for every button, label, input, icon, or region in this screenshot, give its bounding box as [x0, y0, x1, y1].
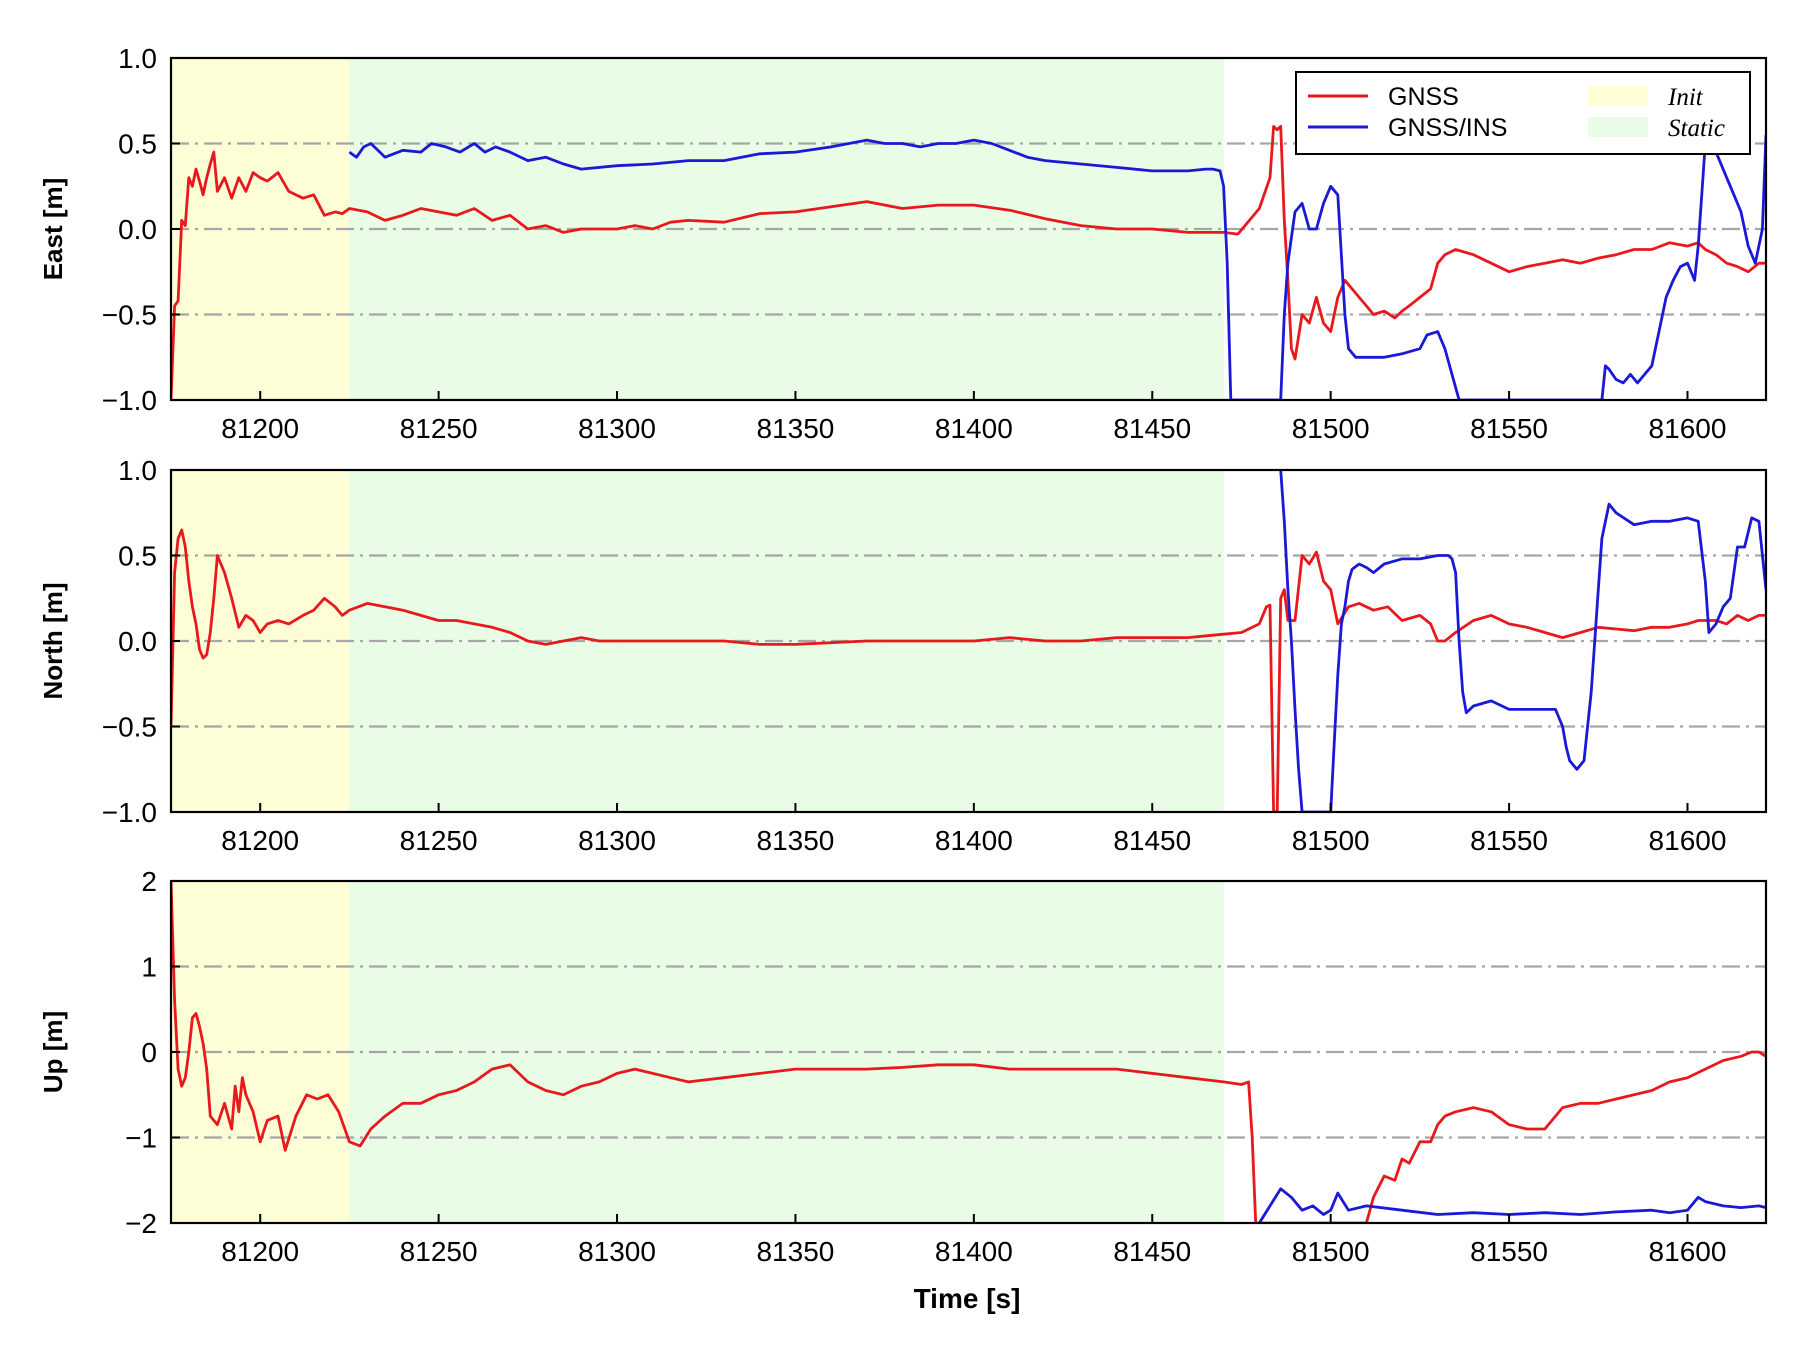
legend-label: Init — [1667, 84, 1704, 111]
legend: GNSS GNSS/INS Init Static — [1295, 71, 1751, 155]
x-tick-label: 81400 — [935, 825, 1013, 856]
y-tick-label: −1 — [125, 1123, 157, 1154]
x-tick-label: 81500 — [1292, 825, 1370, 856]
y-axis-label: Up [m] — [38, 1011, 68, 1093]
x-tick-label: 81600 — [1649, 413, 1727, 444]
x-tick-label: 81600 — [1649, 1236, 1727, 1267]
x-tick-label: 81250 — [400, 1236, 478, 1267]
series-line-gnss — [171, 528, 1766, 812]
legend-label: GNSS — [1388, 83, 1459, 111]
x-tick-label: 81400 — [935, 1236, 1013, 1267]
x-tick-label: 81600 — [1649, 825, 1727, 856]
x-tick-label: 81200 — [221, 1236, 299, 1267]
x-tick-label: 81400 — [935, 413, 1013, 444]
north-panel: 81200 81250 81300 81350 81400 81450 81500 81550… — [38, 455, 1768, 856]
y-axis-label: East [m] — [38, 178, 68, 281]
y-tick-label: −1.0 — [102, 797, 157, 828]
series-line-gnss-ins — [1258, 1187, 1766, 1223]
legend-label: GNSS/INS — [1388, 114, 1507, 142]
up-panel: 81200 81250 81300 81350 81400 81450 81500 81550… — [38, 866, 1768, 1267]
y-tick-label: −0.5 — [102, 300, 157, 331]
x-tick-label: 81300 — [578, 825, 656, 856]
x-tick-label: 81500 — [1292, 413, 1370, 444]
y-tick-label: 2 — [141, 866, 157, 897]
series-line-gnss — [171, 125, 1766, 400]
y-tick-label: 1.0 — [118, 43, 157, 74]
x-tick-label: 81250 — [400, 825, 478, 856]
x-tick-label: 81450 — [1113, 1236, 1191, 1267]
y-tick-label: −2 — [125, 1208, 157, 1239]
y-tick-label: −1.0 — [102, 385, 157, 416]
x-tick-label: 81350 — [757, 1236, 835, 1267]
series-line-gnss — [171, 881, 1766, 1223]
x-axis-label: Time [s] — [914, 1283, 1021, 1314]
x-tick-label: 81450 — [1113, 825, 1191, 856]
x-tick-label: 81300 — [578, 413, 656, 444]
y-tick-label: 1.0 — [118, 455, 157, 486]
y-tick-label: −0.5 — [102, 712, 157, 743]
x-tick-label: 81350 — [757, 825, 835, 856]
y-axis-label: North [m] — [38, 583, 68, 700]
y-tick-label: 0.5 — [118, 541, 157, 572]
x-tick-label: 81350 — [757, 413, 835, 444]
x-tick-label: 81200 — [221, 825, 299, 856]
legend-patch-swatch — [1588, 117, 1648, 137]
east-panel: 81200 81250 81300 81350 81400 81450 81500 81550… — [38, 43, 1768, 444]
legend-patch-swatch — [1588, 86, 1648, 106]
x-tick-label: 81550 — [1470, 1236, 1548, 1267]
x-tick-label: 81450 — [1113, 413, 1191, 444]
x-tick-label: 81550 — [1470, 825, 1548, 856]
x-tick-label: 81200 — [221, 413, 299, 444]
y-tick-label: 1 — [141, 952, 157, 983]
x-tick-label: 81250 — [400, 413, 478, 444]
x-tick-label: 81500 — [1292, 1236, 1370, 1267]
y-tick-label: 0.0 — [118, 626, 157, 657]
x-tick-label: 81300 — [578, 1236, 656, 1267]
series-line-gnss-ins — [348, 134, 1766, 400]
y-tick-label: 0 — [141, 1037, 157, 1068]
series-line-gnss-ins — [1279, 470, 1766, 812]
x-tick-label: 81550 — [1470, 413, 1548, 444]
y-tick-label: 0.0 — [118, 214, 157, 245]
y-tick-label: 0.5 — [118, 129, 157, 160]
legend-label: Static — [1668, 115, 1725, 142]
